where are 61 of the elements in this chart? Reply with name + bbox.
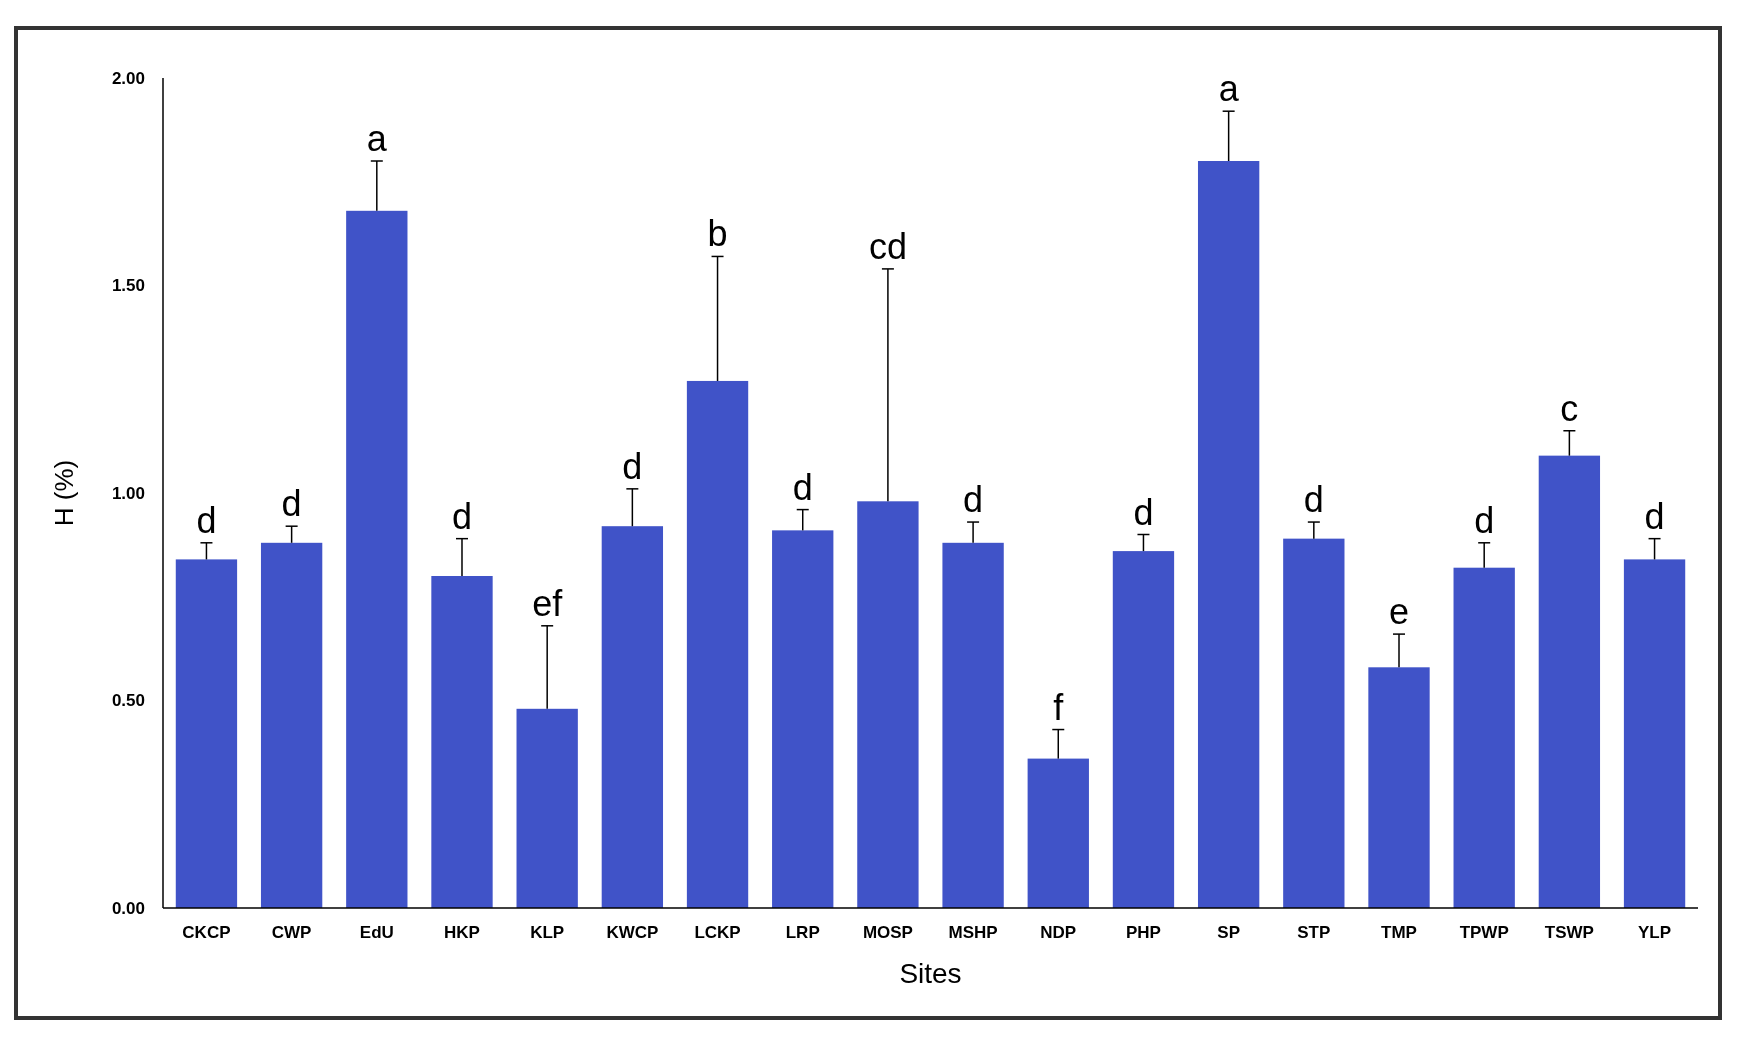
annotation: d	[1303, 479, 1324, 521]
bar	[1623, 559, 1686, 908]
x-tick-label: YLP	[1638, 923, 1672, 942]
annotation: e	[1388, 591, 1410, 633]
bar	[1027, 758, 1089, 908]
annotation: f	[1053, 686, 1065, 728]
x-tick-label: SP	[1217, 923, 1240, 942]
bar	[346, 210, 408, 908]
x-tick-label: MOSP	[862, 923, 913, 942]
annotation: d	[1474, 499, 1495, 541]
annotation: a	[1218, 68, 1240, 110]
annotation: c	[1560, 387, 1579, 429]
y-tick-label: 0.50	[111, 691, 145, 711]
y-axis-title: H (%)	[49, 459, 79, 527]
bar	[1112, 551, 1175, 908]
annotation: d	[196, 499, 217, 541]
annotation: cd	[868, 225, 907, 267]
bar	[1453, 567, 1515, 908]
x-tick-label: LCKP	[694, 923, 741, 942]
x-tick-label: CWP	[271, 923, 312, 942]
y-tick-label: 1.50	[111, 276, 145, 296]
x-tick-label: KWCP	[606, 923, 659, 942]
x-tick-label: CKCP	[182, 923, 231, 942]
x-tick-label: TMP	[1381, 923, 1417, 942]
annotation: a	[366, 118, 388, 159]
annotation: d	[1644, 495, 1665, 537]
x-tick-label: TSWP	[1544, 923, 1594, 942]
x-tick-label: NDP	[1040, 923, 1077, 942]
bar	[857, 501, 919, 908]
x-tick-label: HKP	[444, 923, 480, 942]
bar	[175, 559, 238, 908]
bar	[772, 530, 834, 908]
annotation: ef	[532, 582, 564, 624]
annotation: d	[963, 479, 984, 521]
bar	[1368, 667, 1430, 908]
annotation: d	[792, 466, 813, 508]
y-tick-label: 2.00	[111, 68, 145, 88]
x-tick-label: KLP	[530, 923, 565, 942]
bar	[1283, 538, 1345, 908]
x-tick-label: LRP	[785, 923, 820, 942]
bar	[516, 708, 578, 908]
annotation: b	[707, 213, 728, 255]
x-tick-label: MSHP	[948, 923, 998, 942]
bar	[601, 526, 664, 908]
x-axis-title: Sites	[899, 958, 962, 989]
x-tick-label: STP	[1297, 923, 1331, 942]
bar	[431, 576, 493, 908]
x-tick-label: TPWP	[1459, 923, 1509, 942]
bar	[260, 542, 323, 908]
y-tick-label: 1.00	[111, 483, 145, 503]
annotation: d	[451, 495, 473, 537]
x-tick-label: EdU	[359, 923, 394, 942]
annotation: d	[622, 445, 643, 487]
annotation: d	[1133, 491, 1154, 533]
x-tick-label: PHP	[1125, 923, 1161, 942]
bar	[1538, 455, 1601, 908]
bar	[686, 380, 749, 908]
bar	[942, 542, 1004, 908]
annotation: d	[281, 483, 302, 525]
bar	[1197, 161, 1260, 908]
y-tick-label: 0.00	[111, 898, 145, 918]
